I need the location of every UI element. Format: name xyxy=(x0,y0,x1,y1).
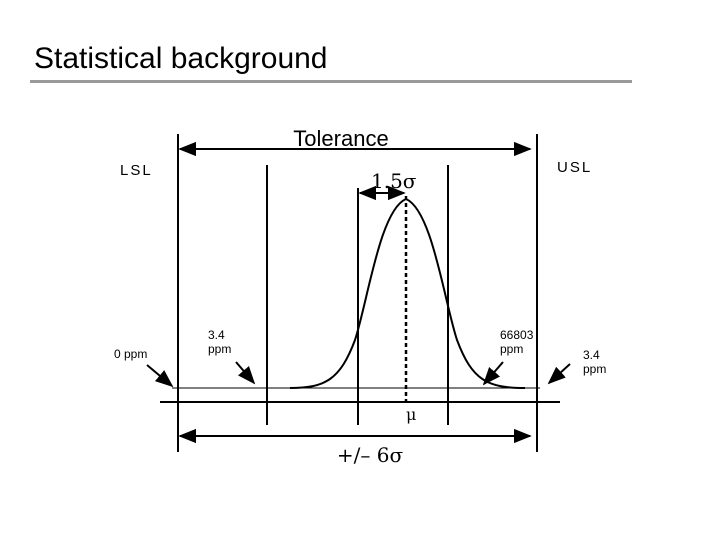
annotation-66803-unit: ppm xyxy=(500,342,523,356)
normal-distribution-curve xyxy=(289,197,526,389)
annotation-3-4-left-arrow xyxy=(235,361,256,385)
mean-label: μ xyxy=(406,405,416,424)
annotation-3-4-right-unit: ppm xyxy=(583,362,606,376)
annotation-3-4-left-unit: ppm xyxy=(208,342,231,356)
annotation-3-4-left-value: 3.4 xyxy=(208,328,225,342)
shift-label: 1.5σ xyxy=(371,169,417,193)
title-divider xyxy=(30,80,632,83)
six-sigma-label: +/– 6σ xyxy=(337,443,404,467)
annotation-0-ppm: 0 ppm xyxy=(114,347,147,361)
tolerance-label: Tolerance xyxy=(293,126,388,151)
annotation-0-ppm-arrow xyxy=(146,364,174,388)
usl-label: USL xyxy=(557,159,592,176)
annotation-3-4-right-value: 3.4 xyxy=(583,348,600,362)
annotation-66803-arrow xyxy=(482,361,504,386)
annotation-66803-value: 66803 xyxy=(500,328,534,342)
lsl-label: LSL xyxy=(120,162,153,179)
annotation-3-4-right-arrow xyxy=(547,363,571,385)
slide-title: Statistical background xyxy=(34,42,328,75)
